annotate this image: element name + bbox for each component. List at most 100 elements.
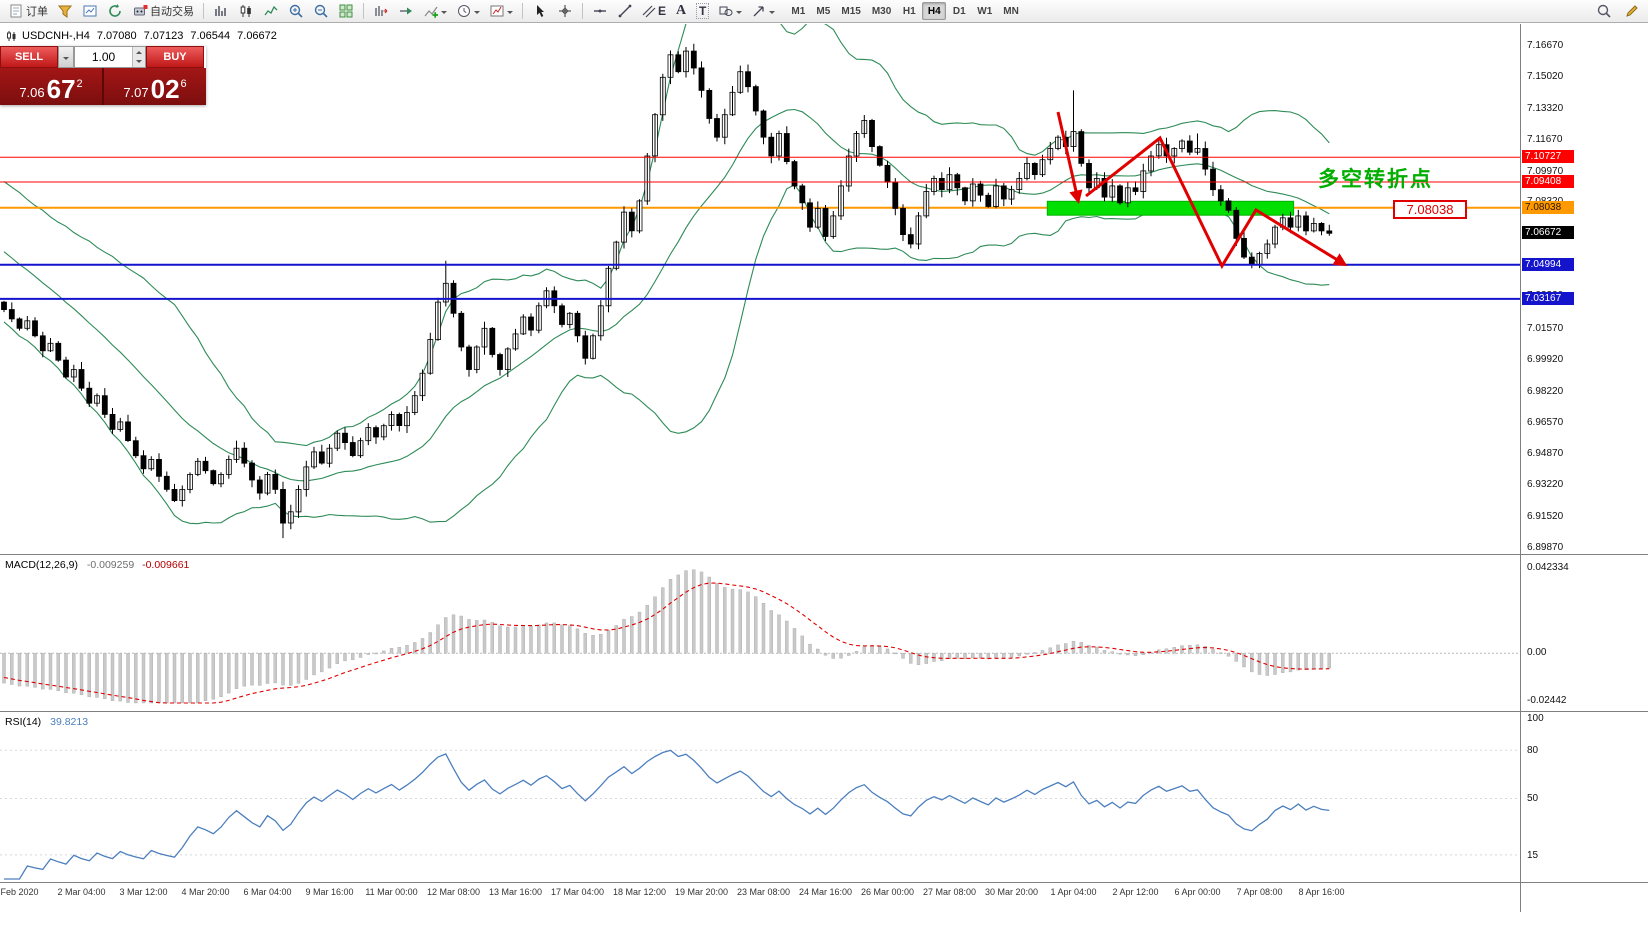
time-axis-label: 13 Mar 16:00: [488, 887, 543, 897]
buy-price-big: 02: [150, 74, 180, 104]
cursor-button[interactable]: [528, 1, 552, 21]
shift-chart-icon: [375, 6, 388, 16]
rsi-label: RSI(14) 39.8213: [5, 716, 88, 728]
buy-price-main: 7.07: [123, 85, 149, 100]
turning-point-annotation[interactable]: 多空转折点: [1318, 168, 1433, 191]
price-axis[interactable]: 7.166707.150207.133207.116707.099707.083…: [1520, 24, 1648, 554]
indicators-button[interactable]: [419, 1, 451, 21]
rsi-value: 39.8213: [50, 716, 89, 728]
toolbar-separator: [582, 3, 583, 19]
timeframe-W1[interactable]: W1: [977, 5, 993, 17]
macd-axis-zero: 0.00: [1527, 647, 1547, 658]
funnel-button[interactable]: [53, 1, 77, 21]
chart-title: USDCNH-,H4: [22, 30, 90, 42]
macd-name: MACD(12,26,9): [5, 559, 78, 571]
sell-price[interactable]: 7.06 67 2: [0, 68, 102, 105]
chevron-down-icon: [474, 11, 480, 17]
trendline-button[interactable]: [613, 1, 637, 21]
time-axis-label: 18 Mar 12:00: [612, 887, 667, 897]
new-order-button[interactable]: 订单: [4, 1, 52, 21]
chart-window-button[interactable]: [78, 1, 102, 21]
periods-button[interactable]: [452, 1, 484, 21]
arrows-tool-button[interactable]: [747, 1, 779, 21]
search-button[interactable]: [1592, 1, 1616, 21]
tile-windows-icon: [339, 4, 353, 18]
autotrade-icon: [134, 5, 148, 16]
time-axis-label: Feb 2020: [0, 887, 39, 897]
pencil-button[interactable]: [1620, 1, 1644, 21]
timeframe-MN[interactable]: MN: [1003, 5, 1019, 17]
timeframe-M1[interactable]: M1: [791, 5, 806, 17]
zoom-out-button[interactable]: [309, 1, 333, 21]
price-axis-tick: 7.16670: [1527, 40, 1564, 51]
timeframe-group: M1 M5 M15 M30 H1 H4 D1 W1 MN: [786, 2, 1023, 20]
rsi-chart[interactable]: [0, 712, 1520, 882]
text-tool-button[interactable]: A: [671, 1, 691, 21]
rsi-axis-15: 15: [1527, 850, 1539, 861]
price-callout-label[interactable]: 7.08038: [1393, 200, 1467, 219]
indicators-icon: [424, 6, 438, 18]
label-tool-button[interactable]: T: [692, 1, 713, 21]
macd-label: MACD(12,26,9) -0.009259 -0.009661: [5, 559, 189, 571]
buy-price[interactable]: 7.07 02 6: [104, 68, 206, 105]
macd-axis-max: 0.042334: [1527, 562, 1569, 573]
candlestick-chart-icon: [240, 5, 251, 17]
volume-stepper[interactable]: [132, 47, 145, 67]
macd-chart[interactable]: [0, 555, 1520, 711]
timeframe-M5[interactable]: M5: [816, 5, 831, 17]
timeframe-D1[interactable]: D1: [952, 5, 966, 17]
shift-chart-button[interactable]: [369, 1, 393, 21]
volume-dropdown[interactable]: [58, 46, 74, 68]
timeframe-H4[interactable]: H4: [922, 2, 947, 20]
time-axis-label: 30 Mar 20:00: [984, 887, 1039, 897]
horizontal-line-button[interactable]: [588, 1, 612, 21]
autotrade-button[interactable]: 自动交易: [128, 1, 198, 21]
time-axis-label: 24 Mar 16:00: [798, 887, 853, 897]
line-chart-button[interactable]: [259, 1, 283, 21]
bar-chart-button[interactable]: [209, 1, 233, 21]
new-order-icon: [10, 4, 22, 18]
price-axis-tick: 6.99920: [1527, 353, 1564, 365]
toolbar: 订单 自动交易: [0, 0, 1648, 23]
main-chart[interactable]: [0, 24, 1520, 554]
time-axis-label: 12 Mar 08:00: [426, 887, 481, 897]
periods-icon: [458, 5, 470, 17]
crosshair-button[interactable]: [553, 1, 577, 21]
funnel-icon: [57, 5, 73, 18]
candlestick-chart-icon: [7, 31, 16, 41]
equidistant-channel-button[interactable]: E: [638, 1, 670, 21]
candlestick-mode-button[interactable]: [234, 1, 258, 21]
toolbar-separator: [363, 3, 364, 19]
refresh-button[interactable]: [103, 1, 127, 21]
time-axis-label: 7 Apr 08:00: [1236, 887, 1283, 897]
timeframe-H1[interactable]: H1: [902, 5, 916, 17]
time-axis-label: 19 Mar 20:00: [674, 887, 729, 897]
auto-scroll-button[interactable]: [394, 1, 418, 21]
timeframe-M15[interactable]: M15: [841, 5, 861, 17]
time-axis-label: 8 Apr 16:00: [1298, 887, 1345, 897]
shapes-button[interactable]: [714, 1, 746, 21]
tile-windows-button[interactable]: [334, 1, 358, 21]
price-axis-tick: 6.89870: [1527, 542, 1564, 553]
timeframe-M30[interactable]: M30: [871, 5, 892, 17]
trend-arrows[interactable]: [1056, 111, 1348, 270]
volume-input[interactable]: [75, 47, 132, 67]
toolbar-right-group: [1592, 1, 1644, 21]
templates-icon: [490, 5, 504, 17]
time-axis-label: 26 Mar 00:00: [860, 887, 915, 897]
one-click-trading-widget: SELL BUY 7.06 67 2 7.07 02 6: [0, 46, 206, 105]
macd-histogram: [2, 569, 1332, 704]
price-axis-marker: 7.08038: [1522, 200, 1574, 214]
sell-button[interactable]: SELL: [0, 46, 58, 68]
templates-button[interactable]: [485, 1, 517, 21]
zoom-in-button[interactable]: [284, 1, 308, 21]
chevron-down-icon: [736, 11, 743, 17]
buy-button[interactable]: BUY: [146, 46, 204, 68]
sell-price-sup: 2: [76, 78, 83, 90]
support-zone-rectangle[interactable]: [1046, 200, 1295, 216]
price-axis-marker: 7.09408: [1522, 175, 1574, 189]
time-axis[interactable]: Feb 2020 2 Mar 04:00 3 Mar 12:00 4 Mar 20:0…: [0, 882, 1648, 912]
horizontal-levels[interactable]: [0, 156, 1520, 300]
auto-scroll-icon: [400, 7, 412, 15]
